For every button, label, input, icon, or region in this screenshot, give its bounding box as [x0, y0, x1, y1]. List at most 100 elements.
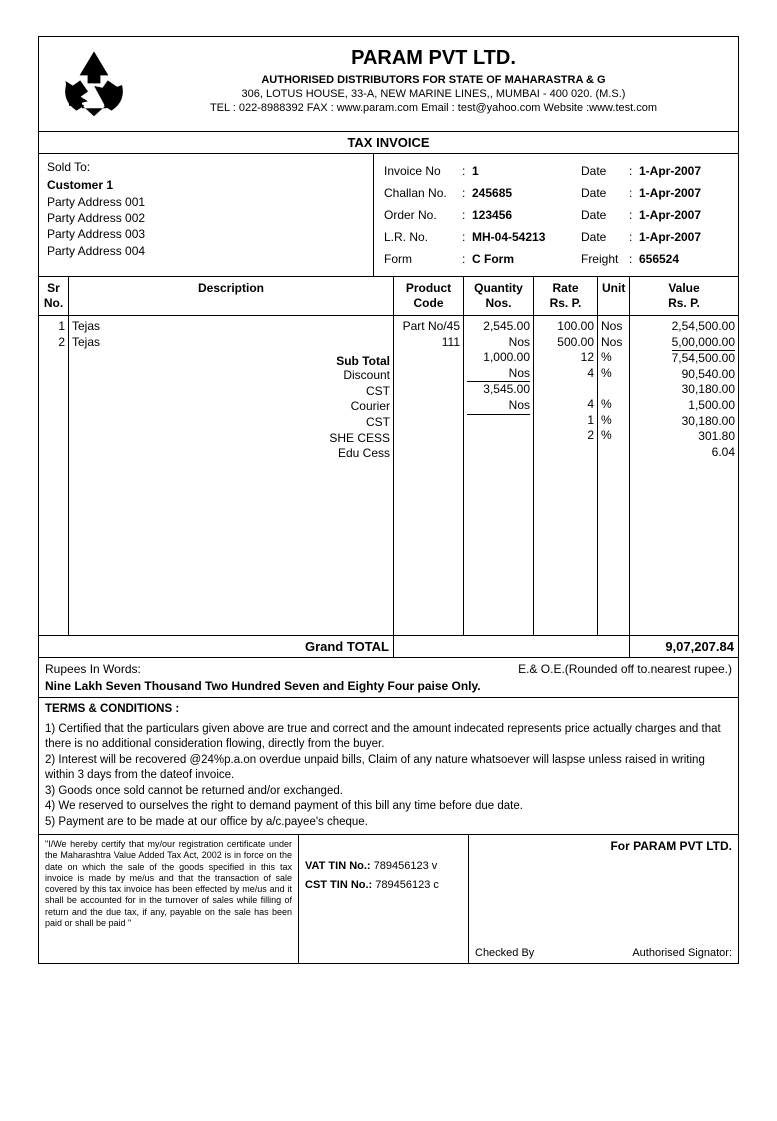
charge-val: 301.80: [633, 429, 735, 445]
charge-rate: 4: [537, 397, 594, 413]
company-name: PARAM PVT LTD.: [139, 47, 728, 70]
items-body: 12 TejasTejasSub TotalDiscountCSTCourier…: [39, 316, 738, 636]
item-qty: 2,545.00 Nos: [467, 319, 530, 350]
meta-date-value: 1-Apr-2007: [637, 226, 730, 248]
item-pcode: 111: [397, 335, 460, 351]
meta-label: L.R. No.: [382, 226, 460, 248]
charge-rate: 1: [537, 413, 594, 429]
checked-by: Checked By: [475, 947, 534, 959]
item-val: 5,00,000.00: [633, 335, 735, 351]
meta-date-label: Freight: [579, 248, 627, 270]
signature-block: For PARAM PVT LTD. Checked By Authorised…: [469, 835, 738, 963]
charge-label: CST: [72, 384, 390, 400]
meta-value: MH-04-54213: [470, 226, 579, 248]
sold-to-label: Sold To:: [47, 160, 365, 174]
terms-block: TERMS & CONDITIONS : 1) Certified that t…: [39, 698, 738, 835]
meta-label: Order No.: [382, 204, 460, 226]
charge-val: 6.04: [633, 445, 735, 461]
company-tagline: AUTHORISED DISTRIBUTORS FOR STATE OF MAH…: [139, 74, 728, 86]
words-text: Nine Lakh Seven Thousand Two Hundred Sev…: [45, 679, 732, 693]
charge-label: SHE CESS: [72, 431, 390, 447]
charge-label: CST: [72, 415, 390, 431]
item-rate: 500.00: [537, 335, 594, 351]
meta-date-label: Date: [579, 204, 627, 226]
meta-date-value: 1-Apr-2007: [637, 204, 730, 226]
customer-name: Customer 1: [47, 178, 365, 192]
tin-block: VAT TIN No.: 789456123 v CST TIN No.: 78…: [299, 835, 469, 963]
item-sr: 2: [42, 335, 65, 351]
meta-date-label: Date: [579, 160, 627, 182]
charge-val: 30,180.00: [633, 382, 735, 398]
item-qty: 1,000.00 Nos: [467, 350, 530, 381]
subtotal-val: 7,54,500.00: [672, 350, 735, 367]
header: PARAM PVT LTD. AUTHORISED DISTRIBUTORS F…: [39, 37, 738, 132]
col-pcode: ProductCode: [394, 277, 464, 315]
meta-date-value: 656524: [637, 248, 730, 270]
words-label: Rupees In Words:: [45, 662, 141, 676]
item-desc: Tejas: [72, 319, 390, 335]
sold-to-block: Sold To: Customer 1 Party Address 001 Pa…: [39, 154, 374, 276]
amount-words: Rupees In Words: E.& O.E.(Rounded off to…: [39, 658, 738, 698]
col-rate: RateRs. P.: [534, 277, 598, 315]
company-contact: TEL : 022-8988392 FAX : www.param.com Em…: [139, 102, 728, 116]
items-header: SrNo. Description ProductCode QuantityNo…: [39, 277, 738, 316]
col-sr: SrNo.: [39, 277, 69, 315]
terms-heading: TERMS & CONDITIONS :: [45, 702, 732, 718]
charge-val: 30,180.00: [633, 414, 735, 430]
charge-label: Courier: [72, 399, 390, 415]
charge-rate: 4: [537, 366, 594, 382]
term-line: 4) We reserved to ourselves the right to…: [45, 799, 732, 815]
meta-label: Form: [382, 248, 460, 270]
meta-label: Invoice No: [382, 160, 460, 182]
grand-total-value: 9,07,207.84: [630, 636, 738, 657]
charge-label: Edu Cess: [72, 446, 390, 462]
subtotal-qty: 3,545.00 Nos: [467, 381, 530, 414]
meta-label: Challan No.: [382, 182, 460, 204]
charge-val: 90,540.00: [633, 367, 735, 383]
item-desc: Tejas: [72, 335, 390, 351]
col-desc: Description: [69, 277, 394, 315]
authorised-signatory: Authorised Signator:: [632, 947, 732, 959]
charge-unit: %: [601, 397, 626, 413]
charge-unit: [601, 381, 626, 397]
meta-date-label: Date: [579, 182, 627, 204]
subtotal-label: Sub Total: [72, 354, 390, 368]
meta-value: 245685: [470, 182, 579, 204]
charge-unit: %: [601, 413, 626, 429]
grand-total-label: Grand TOTAL: [39, 636, 394, 657]
meta-date-value: 1-Apr-2007: [637, 182, 730, 204]
item-val: 2,54,500.00: [633, 319, 735, 335]
meta-date-label: Date: [579, 226, 627, 248]
doc-title: TAX INVOICE: [39, 132, 738, 154]
meta-date-value: 1-Apr-2007: [637, 160, 730, 182]
charge-val: 1,500.00: [633, 398, 735, 414]
recycle-icon: [49, 45, 139, 125]
item-unit: Nos: [601, 335, 626, 351]
invoice-meta: Invoice No:1Date:1-Apr-2007Challan No.:2…: [374, 154, 738, 276]
charge-unit: %: [601, 428, 626, 444]
item-rate: 100.00: [537, 319, 594, 335]
term-line: 5) Payment are to be made at our office …: [45, 815, 732, 831]
company-address: 306, LOTUS HOUSE, 33-A, NEW MARINE LINES…: [139, 88, 728, 102]
term-line: 3) Goods once sold cannot be returned an…: [45, 784, 732, 800]
for-company: For PARAM PVT LTD.: [475, 839, 732, 853]
charge-rate: 12: [537, 350, 594, 366]
term-line: 1) Certified that the particulars given …: [45, 722, 732, 753]
col-qty: QuantityNos.: [464, 277, 534, 315]
meta-value: 1: [470, 160, 579, 182]
customer-address: Party Address 001 Party Address 002 Part…: [47, 194, 365, 259]
item-pcode: Part No/45: [397, 319, 460, 335]
charge-unit: %: [601, 350, 626, 366]
grand-total-row: Grand TOTAL 9,07,207.84: [39, 636, 738, 658]
meta-value: C Form: [470, 248, 579, 270]
col-unit: Unit: [598, 277, 630, 315]
charge-unit: %: [601, 366, 626, 382]
declaration: "I/We hereby certify that my/our registr…: [39, 835, 299, 963]
meta-value: 123456: [470, 204, 579, 226]
charge-rate: 2: [537, 428, 594, 444]
charge-rate: [537, 381, 594, 397]
footer: "I/We hereby certify that my/our registr…: [39, 835, 738, 963]
eoe-text: E.& O.E.(Rounded off to.nearest rupee.): [518, 662, 732, 676]
col-val: ValueRs. P.: [630, 277, 738, 315]
item-sr: 1: [42, 319, 65, 335]
